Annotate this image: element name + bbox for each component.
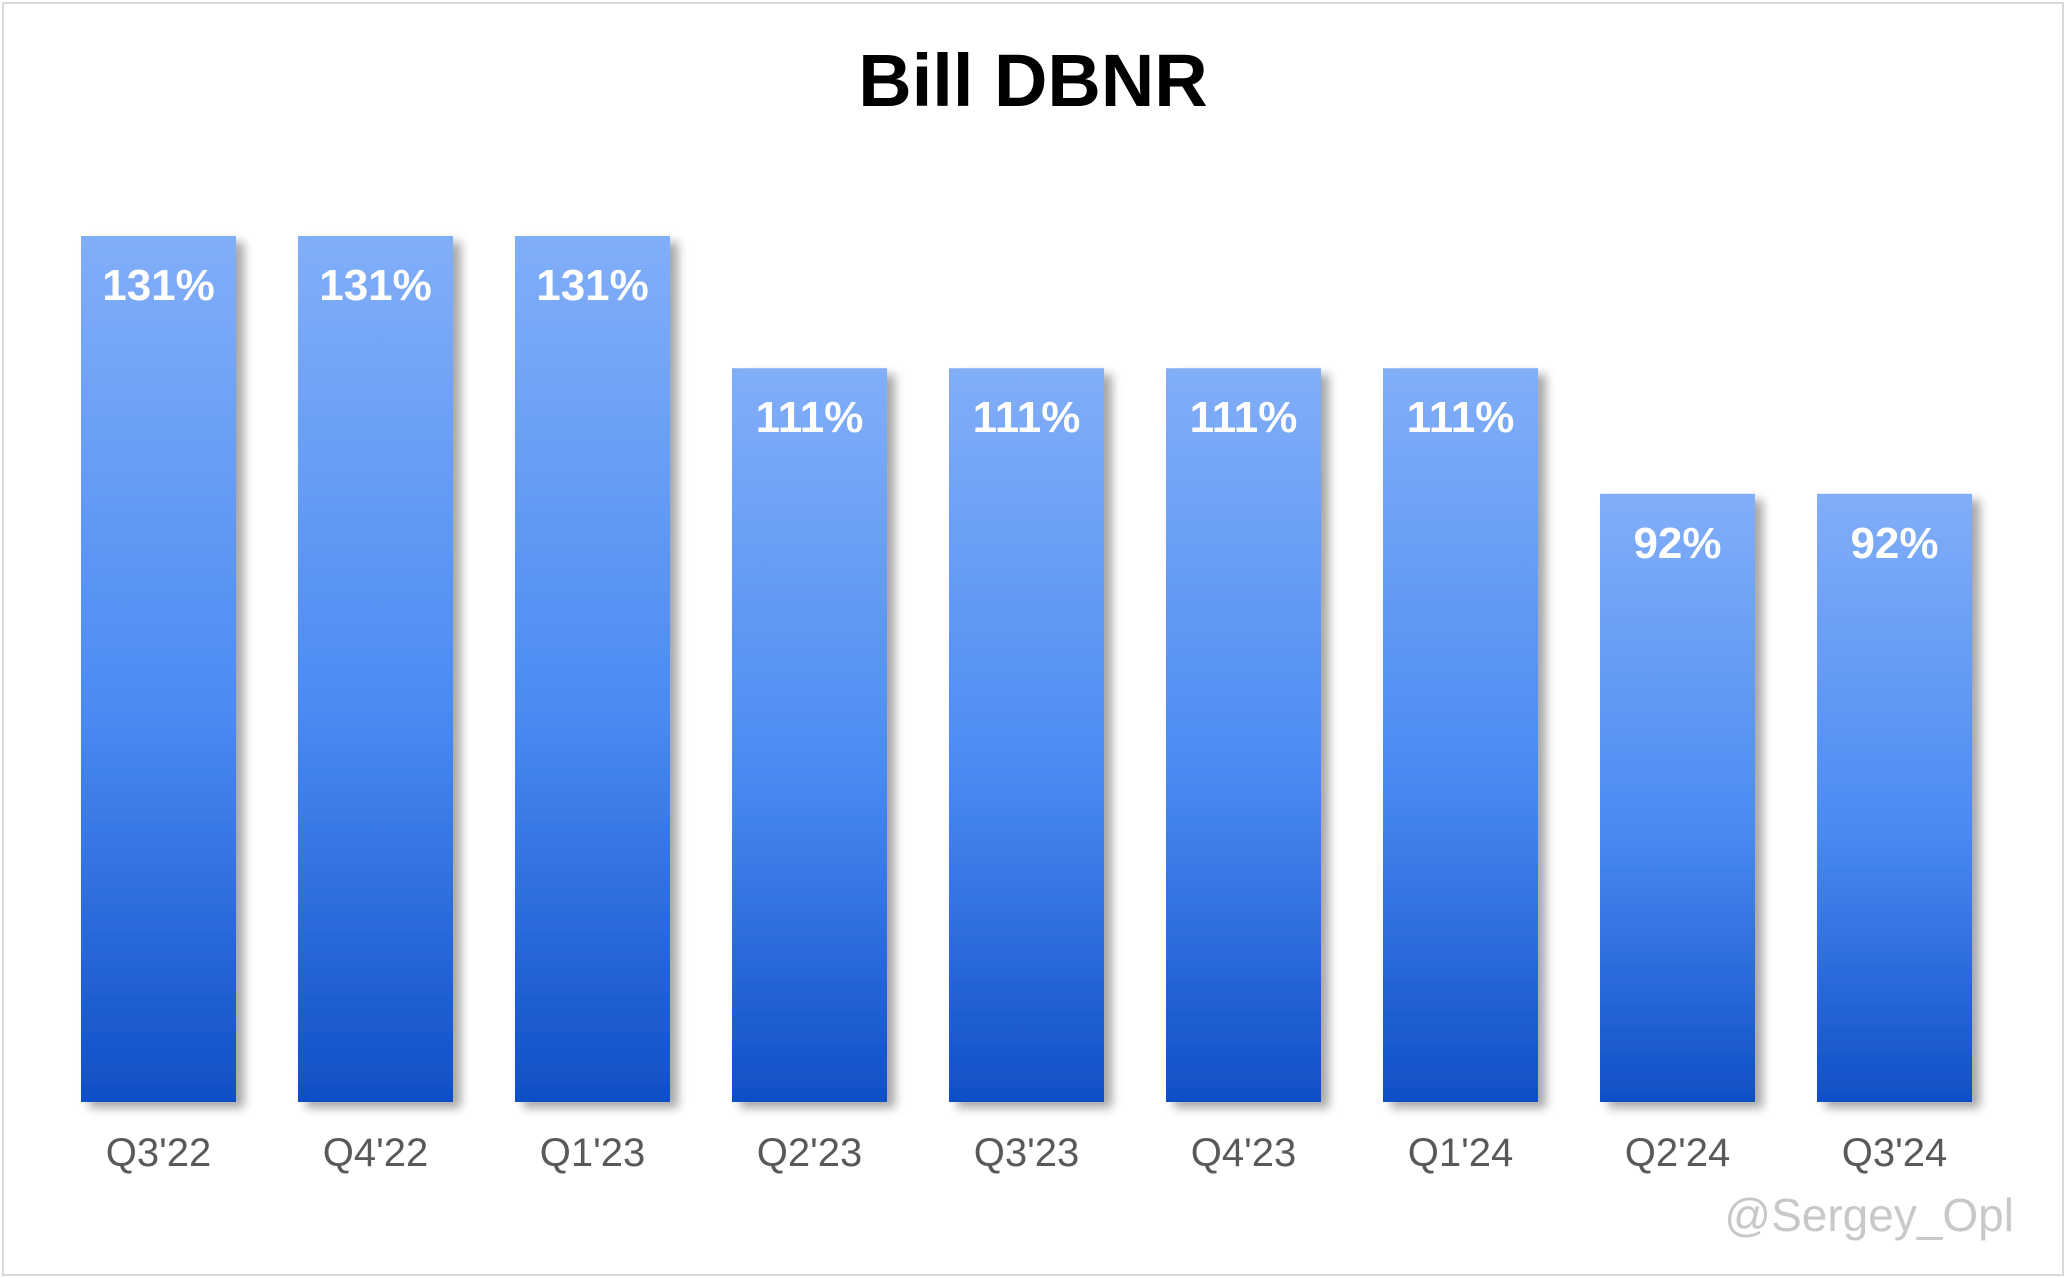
data-label-Q4'23: 111% — [1190, 393, 1298, 442]
tick-label-Q4'23: Q4'23 — [1191, 1131, 1297, 1175]
tick-label-Q3'23: Q3'23 — [974, 1131, 1080, 1175]
bar-Q2'24 — [1600, 493, 1755, 1103]
data-labels-layer: 131% 131% 131% 111% 111% 111% 111% 92% 92% — [102, 261, 1938, 568]
bar-Q4'23 — [1166, 368, 1321, 1102]
tick-label-Q1'23: Q1'23 — [540, 1131, 646, 1175]
bar-Q4'22 — [298, 236, 453, 1102]
data-label-Q2'24: 92% — [1633, 519, 1721, 568]
tick-label-Q2'24: Q2'24 — [1625, 1131, 1731, 1175]
data-label-Q3'24: 92% — [1850, 519, 1938, 568]
chart-title: Bill DBNR — [858, 39, 1208, 122]
data-label-Q3'23: 111% — [973, 393, 1081, 442]
tick-label-Q3'22: Q3'22 — [106, 1131, 212, 1175]
tick-label-Q1'24: Q1'24 — [1408, 1131, 1514, 1175]
data-label-Q4'22: 131% — [319, 261, 432, 310]
bar-Q1'23 — [515, 236, 670, 1102]
bar-Q3'23 — [949, 368, 1104, 1102]
data-label-Q1'23: 131% — [536, 261, 649, 310]
data-label-Q1'24: 111% — [1407, 393, 1515, 442]
data-label-Q3'22: 131% — [102, 261, 215, 310]
x-axis-tick-labels: Q3'22 Q4'22 Q1'23 Q2'23 Q3'23 Q4'23 Q1'24 Q2'24… — [106, 1131, 1948, 1175]
bar-Q1'24 — [1383, 368, 1538, 1102]
tick-label-Q3'24: Q3'24 — [1842, 1131, 1948, 1175]
bar-Q3'22 — [81, 236, 236, 1102]
tick-label-Q2'23: Q2'23 — [757, 1131, 863, 1175]
bar-Q3'24 — [1817, 493, 1972, 1103]
bar-Q2'23 — [732, 368, 887, 1102]
watermark: @Sergey_Opl — [1724, 1189, 2014, 1241]
bars-layer — [81, 236, 1972, 1103]
tick-label-Q4'22: Q4'22 — [323, 1131, 429, 1175]
data-label-Q2'23: 111% — [756, 393, 864, 442]
